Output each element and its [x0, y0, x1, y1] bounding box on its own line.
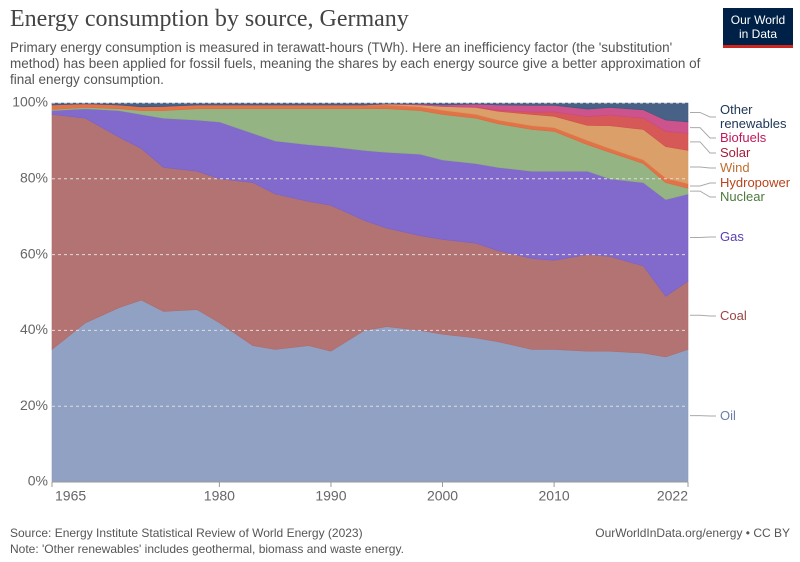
x-tick-label: 1990: [315, 488, 346, 504]
x-tick-label: 2022: [657, 488, 688, 504]
legend-label[interactable]: Biofuels: [720, 130, 767, 145]
label-connector: [690, 127, 716, 139]
legend-label[interactable]: Solar: [720, 145, 751, 160]
y-tick-label: 40%: [20, 321, 48, 337]
x-tick-label: 2010: [539, 488, 570, 504]
label-connector: [690, 182, 716, 187]
label-connector: [690, 236, 716, 239]
legend-label[interactable]: Hydropower: [720, 175, 791, 190]
chart-subtitle: Primary energy consumption is measured i…: [10, 40, 701, 87]
source: Source: Energy Institute Statistical Rev…: [10, 526, 363, 540]
note: Note: 'Other renewables' includes geothe…: [10, 542, 404, 556]
legend-label[interactable]: Other renewables: [720, 102, 787, 131]
y-tick-label: 80%: [20, 170, 48, 186]
label-connector: [690, 166, 716, 169]
legend-label[interactable]: Oil: [720, 408, 736, 423]
legend-label[interactable]: Gas: [720, 229, 744, 244]
x-tick-label: 1965: [55, 488, 86, 504]
y-tick-label: 100%: [12, 94, 48, 110]
legend-label[interactable]: Coal: [720, 308, 747, 323]
legend-label[interactable]: Wind: [720, 160, 750, 175]
chart-title: Energy consumption by source, Germany: [10, 6, 409, 32]
url[interactable]: OurWorldInData.org/energy • CC BY: [595, 526, 790, 540]
legend-label[interactable]: Nuclear: [720, 189, 765, 204]
logo[interactable]: Our World in Data: [723, 8, 793, 48]
x-tick-label: 1980: [204, 488, 235, 504]
y-tick-label: 20%: [20, 397, 48, 413]
areas: [51, 102, 689, 483]
label-connector: [690, 190, 716, 198]
label-connector: [690, 111, 716, 118]
x-tick-label: 2000: [427, 488, 458, 504]
label-connector: [690, 141, 716, 154]
logo-text: Our World in Data: [730, 13, 786, 41]
label-connector: [690, 314, 716, 317]
y-tick-label: 60%: [20, 245, 48, 261]
y-tick-label: 0%: [28, 473, 48, 489]
